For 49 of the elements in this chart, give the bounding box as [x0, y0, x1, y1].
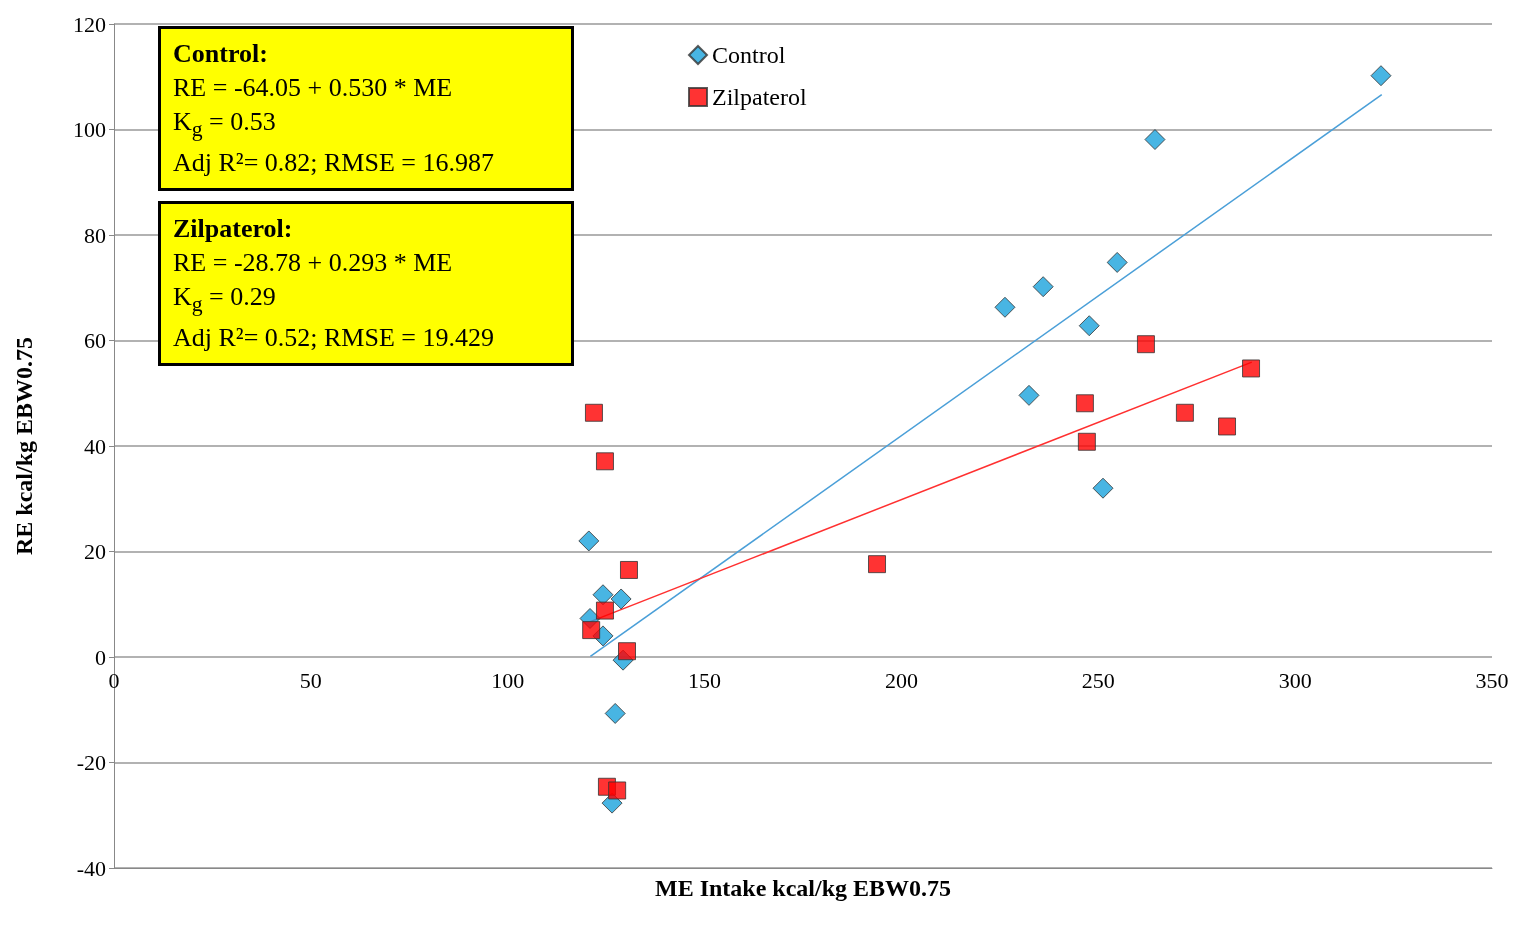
- point: [578, 530, 600, 552]
- point: [1370, 65, 1392, 87]
- point: [1078, 315, 1100, 337]
- point: [1144, 129, 1166, 151]
- point: [1075, 394, 1094, 413]
- point: [595, 601, 614, 620]
- y-tick-label: 20: [84, 539, 106, 564]
- y-tick-label: 40: [84, 433, 106, 459]
- point: [1106, 251, 1128, 273]
- point: [1018, 384, 1040, 406]
- x-tick-label: 200: [884, 667, 918, 693]
- x-axis-title: ME Intake kcal/kg EBW0.75: [654, 875, 952, 901]
- annotation: Zilpaterol: RE = -28.78 + 0.293 * ME K$_{g}$ = 0.29 Adj R²= 0.52; RMSE = 19.429: [173, 213, 495, 355]
- legend-label: Control: [712, 42, 786, 68]
- legend-label: Zilpaterol: [712, 84, 807, 110]
- point: [619, 560, 638, 579]
- text-box: Control: RE = -64.05 + 0.530 * ME K$_{g}$ = 0.53 Adj R²= 0.82; RMSE = 16.987: [158, 26, 574, 192]
- x-tick-label: 350: [1475, 667, 1509, 693]
- y-tick-label: -40: [76, 855, 106, 881]
- point: [584, 403, 603, 422]
- annotation: Control: RE = -64.05 + 0.530 * ME K$_{g}$ = 0.53 Adj R²= 0.82; RMSE = 16.987: [173, 38, 495, 180]
- x-tick-label: 300: [1278, 667, 1312, 693]
- point: [1092, 477, 1114, 499]
- y-tick-label: 80: [84, 222, 106, 248]
- point: [610, 588, 632, 610]
- x-tick-label: 150: [688, 667, 722, 693]
- point: [1175, 403, 1194, 422]
- point: [582, 621, 601, 640]
- x-tick-label: 50: [299, 667, 322, 693]
- x-tick-label: 250: [1081, 667, 1115, 693]
- point: [1077, 432, 1096, 451]
- y-tick-label: 100: [73, 117, 106, 142]
- point: [608, 781, 627, 800]
- y-tick-label: 60: [84, 328, 106, 353]
- y-tick-label: 120: [73, 11, 106, 37]
- point: [618, 642, 637, 661]
- point: [604, 702, 626, 724]
- point: [1032, 276, 1054, 298]
- x-tick-label: 100: [491, 667, 525, 693]
- y-tick-label: 0: [95, 644, 106, 670]
- point: [1242, 359, 1261, 378]
- y-axis-title: RE kcal/kg EBW0.75: [11, 336, 37, 556]
- point: [994, 296, 1016, 318]
- point: [1136, 335, 1155, 354]
- point: [1218, 417, 1237, 436]
- point: [868, 555, 887, 574]
- text-box: Zilpaterol: RE = -28.78 + 0.293 * ME K$_{g}$ = 0.29 Adj R²= 0.52; RMSE = 19.429: [158, 201, 574, 367]
- y-tick-label: -20: [76, 750, 106, 775]
- point: [595, 452, 614, 471]
